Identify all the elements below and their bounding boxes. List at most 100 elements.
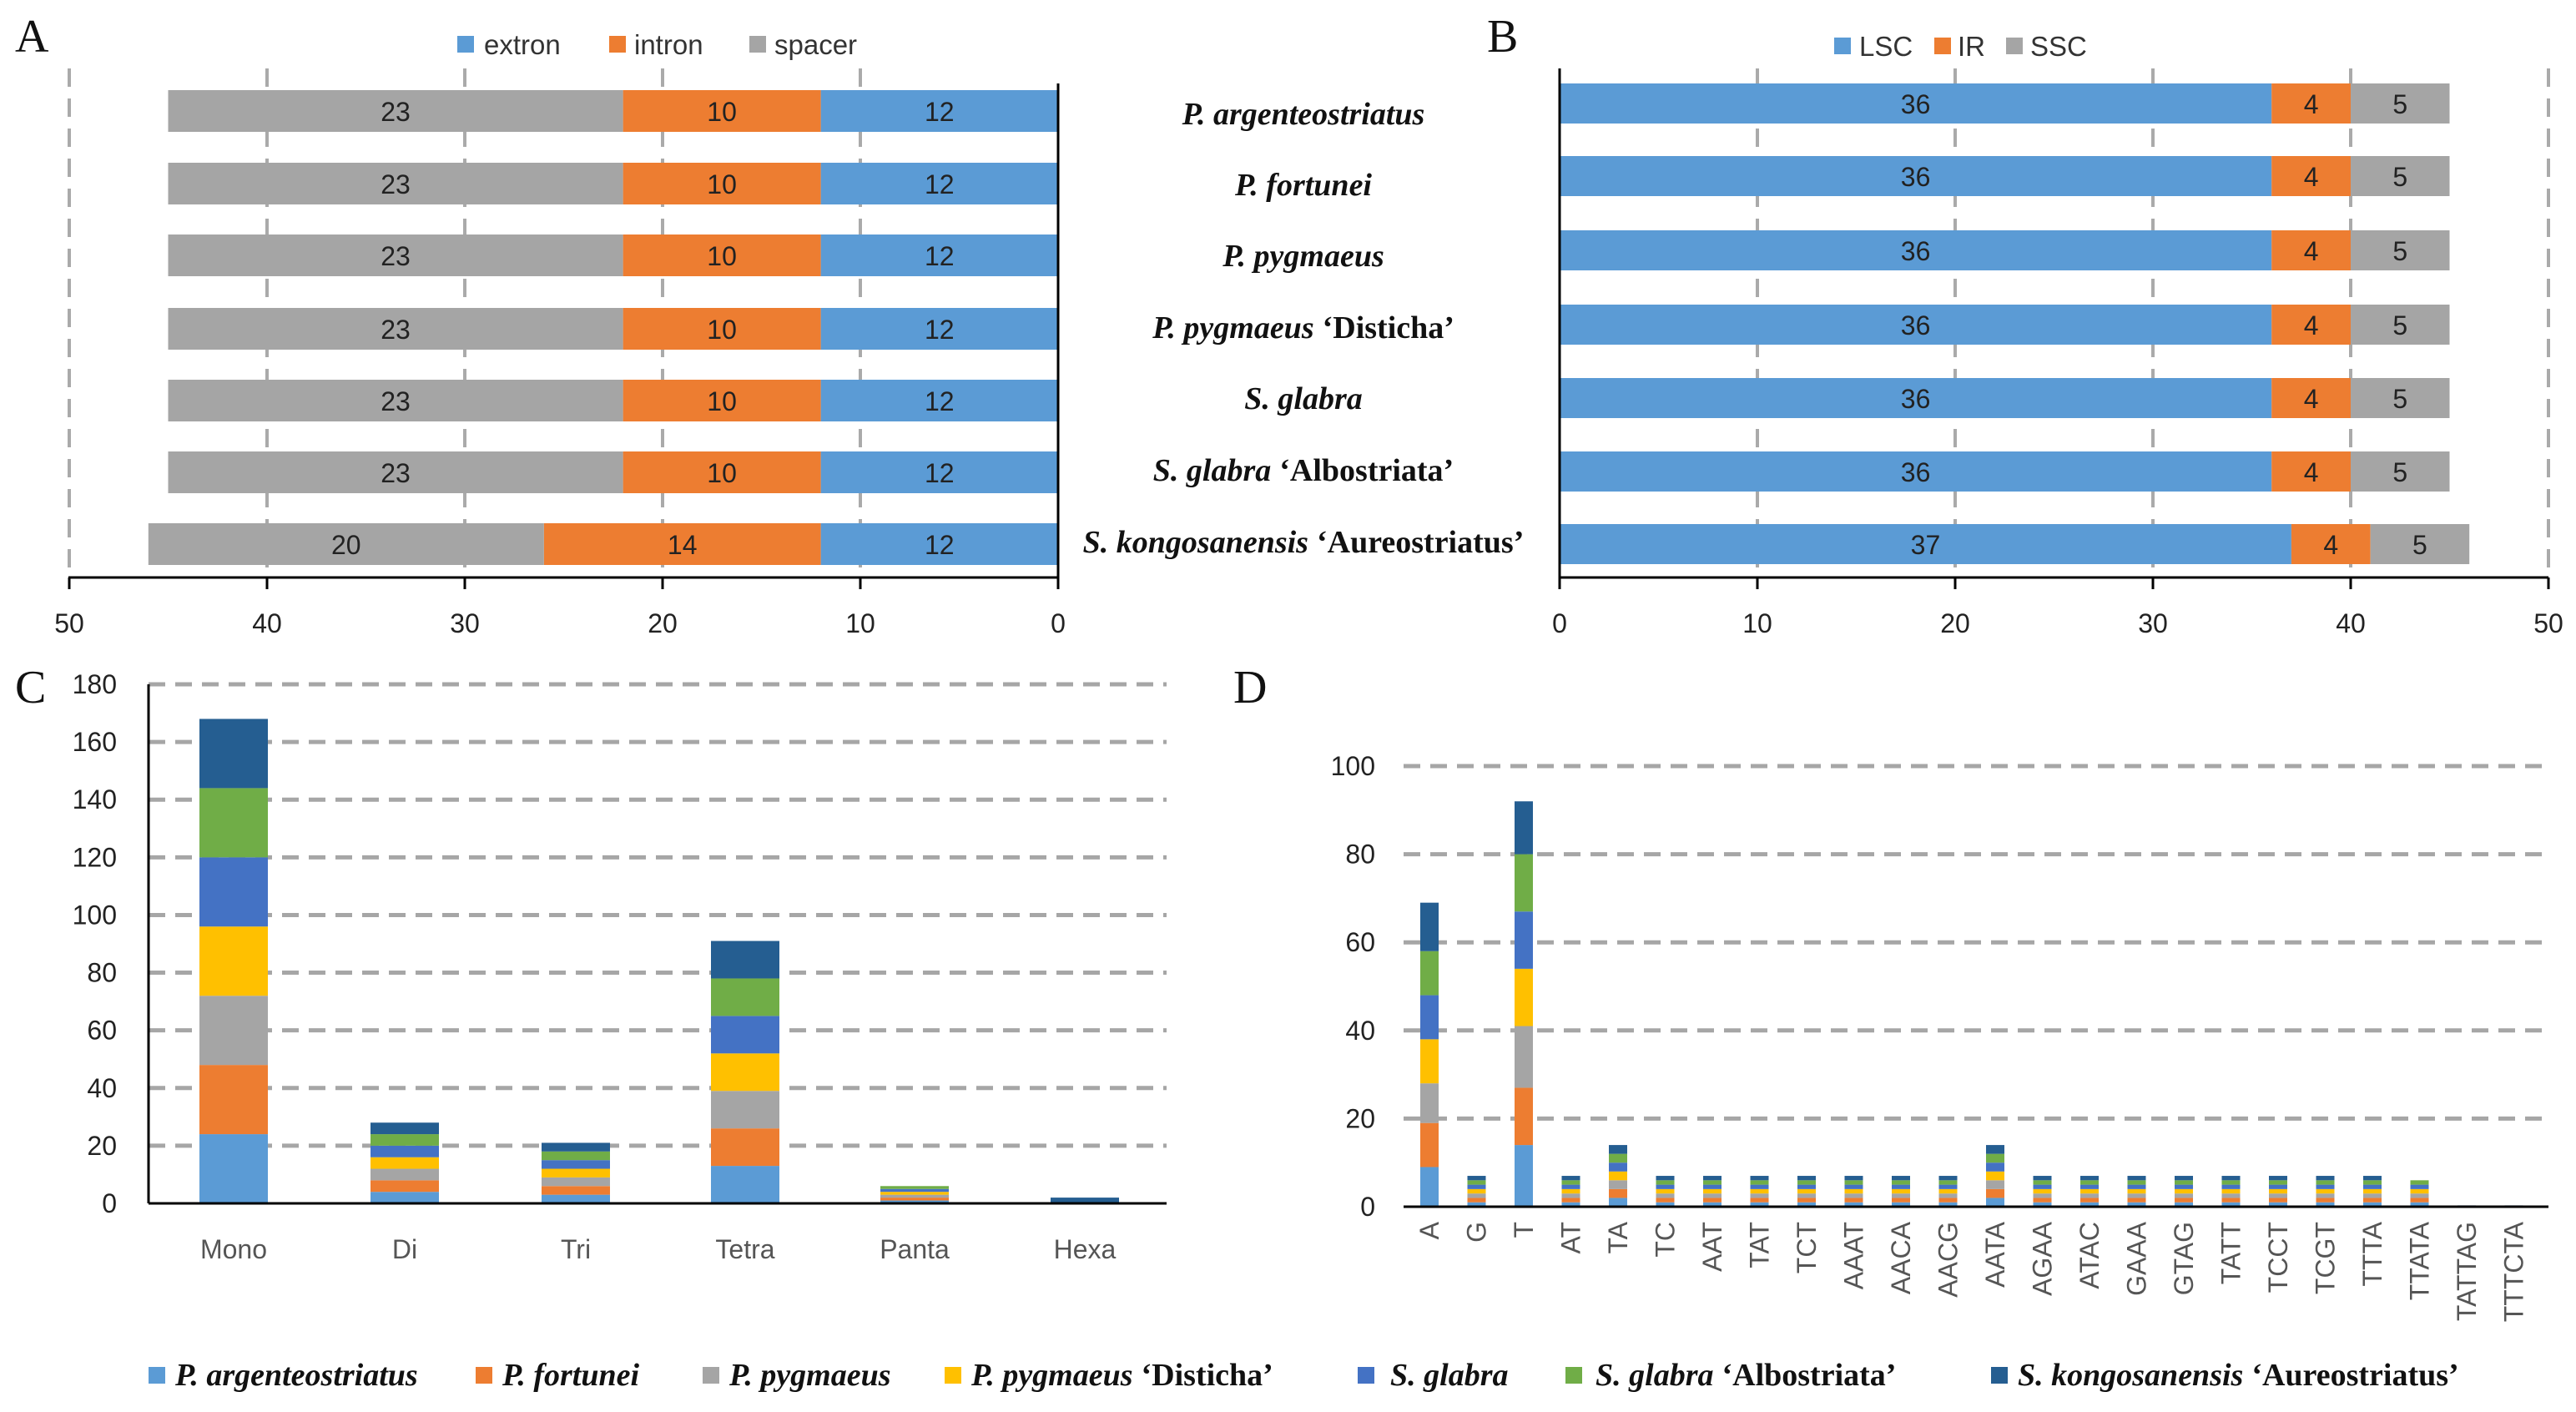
legend-swatch-species-3 [703,1367,719,1384]
bar-b-SSC [2351,451,2450,492]
data-label-a-intron: 10 [707,458,737,488]
chart-panel-b: 0 10 20 30 40 50 36 4 5 36 4 5 36 4 5 36 4 5 36 4 5 36 4 5 37 4 5 [1552,68,2563,638]
bar-c-segment [199,788,268,858]
legend-label-species-1: P. argenteostriatus [174,1358,418,1393]
data-label-b-SSC: 5 [2392,162,2407,192]
cultivar-name: ‘Albostriata’ [1279,453,1454,488]
legend-label-extron: extron [484,29,561,60]
data-label-b-SSC: 5 [2392,89,2407,119]
bar-d-segment [1892,1180,1910,1185]
bar-d-segment [1892,1188,1910,1194]
bar-d-segment [2269,1198,2287,1203]
bar-c-segment [880,1194,949,1198]
data-label-b-IR: 4 [2304,236,2319,266]
bar-c-segment [711,1053,779,1092]
species-name: S. glabra [1244,381,1362,416]
bar-c-segment [880,1188,949,1193]
bar-c-segment [371,1168,439,1181]
bar-b-IR [2271,451,2351,492]
data-label-b-SSC: 5 [2412,530,2427,560]
bar-d-segment [1467,1180,1486,1185]
species-name: S. glabra [1153,453,1271,488]
bar-d-segment [1938,1188,1958,1194]
species-label: S. glabra ‘Albostriata’ [1153,453,1454,488]
bar-d-segment [2033,1198,2052,1203]
bar-d-segment [1986,1198,2004,1207]
data-label-a-intron: 10 [707,315,737,345]
bar-d-segment [1797,1176,1816,1181]
data-label-a-spacer: 23 [381,458,411,488]
bar-d-segment [2221,1193,2241,1198]
bar-d-segment [2316,1198,2335,1203]
cultivar-name: ‘Disticha’ [1323,310,1454,345]
bar-b-SSC [2351,305,2450,345]
data-label-a-intron: 10 [707,241,737,271]
bar-d-segment [2269,1176,2287,1181]
tick-label-a: 10 [845,608,875,638]
legend-swatch-extron [457,36,474,53]
bar-d-segment [1750,1193,1769,1198]
bar-a-spacer [168,308,623,350]
species-label: P. pygmaeus ‘Disticha’ [1152,310,1454,345]
bar-a-extron [820,234,1058,276]
bar-c-segment [199,857,268,927]
data-label-a-spacer: 20 [331,530,361,560]
category-label-d: AAAT [1839,1222,1869,1289]
bar-d-segment [2316,1202,2335,1207]
bar-d-segment [1938,1180,1958,1185]
tick-label-d: 0 [1360,1192,1375,1222]
category-label-d: GTAG [2169,1222,2199,1295]
bar-a-extron [820,308,1058,350]
data-label-b-IR: 4 [2304,89,2319,119]
category-label-d: AT [1556,1222,1586,1254]
bar-d-segment [1986,1153,2004,1163]
bar-d-segment [1844,1176,1863,1181]
bar-d-segment [1515,911,1533,969]
species-name: P. argenteostriatus [1182,97,1425,132]
category-label-d: GAAA [2122,1221,2152,1296]
species-legend: P. argenteostriatus P. fortunei P. pygma… [149,1358,2459,1393]
bar-d-segment [1797,1188,1816,1194]
category-label-d: ATAC [2074,1222,2105,1289]
bar-d-segment [1938,1176,1958,1181]
bar-d-segment [1609,1162,1627,1172]
data-label-a-spacer: 23 [381,97,411,127]
species-labels: P. argenteostriatus P. fortunei P. pygmaeu… [1083,97,1525,560]
tick-label-d: 100 [1331,751,1375,781]
category-label-d: TCT [1792,1222,1822,1273]
bar-c-segment [371,1180,439,1193]
bar-d-segment [2221,1180,2241,1185]
bar-d-segment [1938,1184,1958,1189]
bar-c-segment [711,1166,779,1203]
legend-swatch-ssc [2006,38,2023,54]
data-label-b-SSC: 5 [2392,457,2407,487]
category-label-d: TATT [2216,1222,2246,1284]
bar-c-segment [371,1134,439,1146]
legend-label-species-3: P. pygmaeus [728,1358,891,1393]
bar-b-SSC [2370,524,2470,564]
tick-label-c: 40 [87,1073,117,1103]
category-label-c: Hexa [1054,1234,1117,1264]
bar-c-segment [199,1065,268,1135]
bar-a-intron [623,451,821,493]
bar-d-segment [1561,1202,1580,1207]
bar-d-segment [2033,1180,2052,1185]
bar-d-segment [2269,1193,2287,1198]
bar-b-SSC [2351,156,2450,196]
category-label-d: TCGT [2311,1222,2341,1294]
bar-c-segment [371,1192,439,1203]
legend-swatch-species-6 [1565,1367,1582,1384]
species-label: S. glabra [1244,381,1362,416]
bar-d-segment [1703,1193,1722,1198]
bar-c-segment [711,1091,779,1129]
species-name: P. fortunei [1234,168,1372,203]
category-label-c: Mono [200,1234,267,1264]
bar-d-segment [2175,1184,2193,1189]
tick-label-a: 50 [54,608,84,638]
bar-d-segment [2410,1198,2429,1203]
bar-d-segment [1467,1202,1486,1207]
bar-d-segment [1656,1184,1675,1189]
bar-b-SSC [2351,83,2450,124]
category-label-d: AGAA [2028,1221,2058,1296]
bar-b-LSC [1560,305,2272,345]
